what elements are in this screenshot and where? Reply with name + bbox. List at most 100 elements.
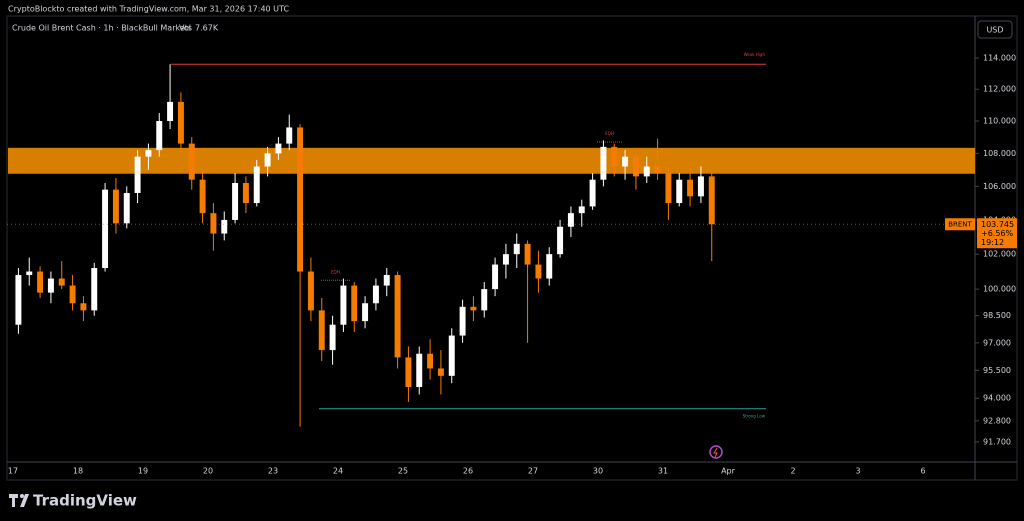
y-tick-label: 98.500: [983, 311, 1011, 320]
x-tick-label: 18: [73, 467, 83, 476]
currency-box[interactable]: [977, 20, 1013, 39]
candle-body: [502, 254, 509, 265]
candle-body: [221, 219, 228, 234]
supply-zone: [8, 147, 975, 174]
candle-body: [513, 243, 520, 255]
x-tick-label: 2: [790, 467, 795, 476]
candle-body: [112, 189, 119, 224]
candle-body: [242, 183, 249, 204]
volume-label: Vol: [179, 24, 191, 33]
currency: USD: [986, 26, 1003, 35]
last-price: 103.745: [981, 220, 1014, 229]
x-tick-label: 25: [398, 467, 408, 476]
candle-body: [687, 179, 694, 197]
candle-body: [123, 193, 130, 224]
candle-body: [145, 150, 152, 157]
eqh-label: EQH: [605, 131, 614, 136]
candle-body: [47, 278, 54, 293]
level-label: Weak High: [744, 52, 766, 57]
candle-body: [307, 271, 314, 311]
candle-body: [448, 335, 455, 376]
candle-body: [15, 275, 22, 325]
y-tick-label: 112.000: [983, 85, 1016, 94]
x-tick-label: 31: [658, 467, 668, 476]
volume: 7.67K: [195, 24, 219, 33]
candle-body: [481, 289, 488, 311]
x-tick-label: 19: [138, 467, 148, 476]
candle-body: [665, 173, 672, 204]
candle-body: [362, 303, 369, 322]
candle-body: [416, 353, 423, 387]
candle-body: [643, 166, 650, 177]
candle-body: [372, 285, 379, 304]
candle-body: [232, 183, 239, 220]
x-tick-label: 23: [268, 467, 278, 476]
y-tick-label: 95.500: [983, 366, 1011, 375]
candle-body: [611, 146, 618, 167]
change: +6.56%: [981, 229, 1014, 238]
candle-body: [188, 143, 195, 180]
candle-body: [102, 189, 109, 269]
candle-body: [622, 156, 629, 167]
y-tick-label: 92.800: [983, 416, 1011, 425]
x-tick-label: 6: [920, 467, 925, 476]
candle-body: [340, 285, 347, 325]
candle-body: [708, 176, 715, 225]
candle-body: [535, 264, 542, 279]
candle-body: [492, 264, 499, 290]
symbol-box: [945, 218, 975, 231]
candle-body: [600, 146, 607, 180]
x-tick-label: 27: [528, 467, 538, 476]
candle-body: [437, 368, 444, 376]
candle-body: [351, 285, 358, 322]
x-tick-label: 20: [203, 467, 213, 476]
x-tick-label: 24: [333, 467, 343, 476]
candle-body: [264, 153, 271, 167]
y-tick-label: 108.000: [983, 149, 1016, 158]
x-tick-label: Apr: [721, 467, 736, 476]
candle-body: [470, 306, 477, 311]
candle-body: [557, 226, 564, 255]
candle-body: [199, 179, 206, 214]
candle-body: [383, 275, 390, 286]
candle-body: [676, 179, 683, 204]
x-tick-label: 30: [593, 467, 603, 476]
candle-body: [329, 324, 336, 351]
candle-body: [546, 254, 553, 279]
x-tick-label: 26: [463, 467, 473, 476]
candle-body: [632, 156, 639, 177]
candle-body: [58, 278, 65, 286]
logo-mark: [9, 494, 29, 507]
y-tick-label: 114.000: [983, 54, 1016, 63]
candle-body: [275, 143, 282, 154]
logo-dot: [20, 494, 24, 498]
candle-body: [134, 156, 141, 194]
candle-body: [167, 101, 174, 122]
logo-text: TradingView: [33, 492, 137, 510]
y-tick-label: 102.000: [983, 250, 1016, 259]
y-tick-label: 100.000: [983, 285, 1016, 294]
candle-body: [297, 127, 304, 272]
candle-body: [69, 285, 76, 304]
chart-title: Crude Oil Brent Cash · 1h · BlackBull Ma…: [12, 24, 192, 33]
candle-body: [697, 176, 704, 197]
candle-body: [253, 166, 260, 204]
candle-body: [210, 213, 217, 234]
candle-body: [524, 243, 531, 265]
candle-body: [405, 357, 412, 387]
candle-body: [589, 179, 596, 207]
candle-body: [427, 353, 434, 369]
candle-body: [80, 303, 87, 311]
candle-body: [567, 213, 574, 227]
candle-body: [37, 271, 44, 293]
alert-icon[interactable]: [709, 445, 723, 459]
x-tick-label: 3: [855, 467, 860, 476]
countdown: 19:12: [981, 238, 1004, 247]
candle-body: [177, 101, 184, 144]
y-tick-label: 97.000: [983, 338, 1011, 347]
y-tick-label: 94.000: [983, 394, 1011, 403]
candle-body: [286, 127, 293, 144]
candle-body: [26, 271, 33, 276]
